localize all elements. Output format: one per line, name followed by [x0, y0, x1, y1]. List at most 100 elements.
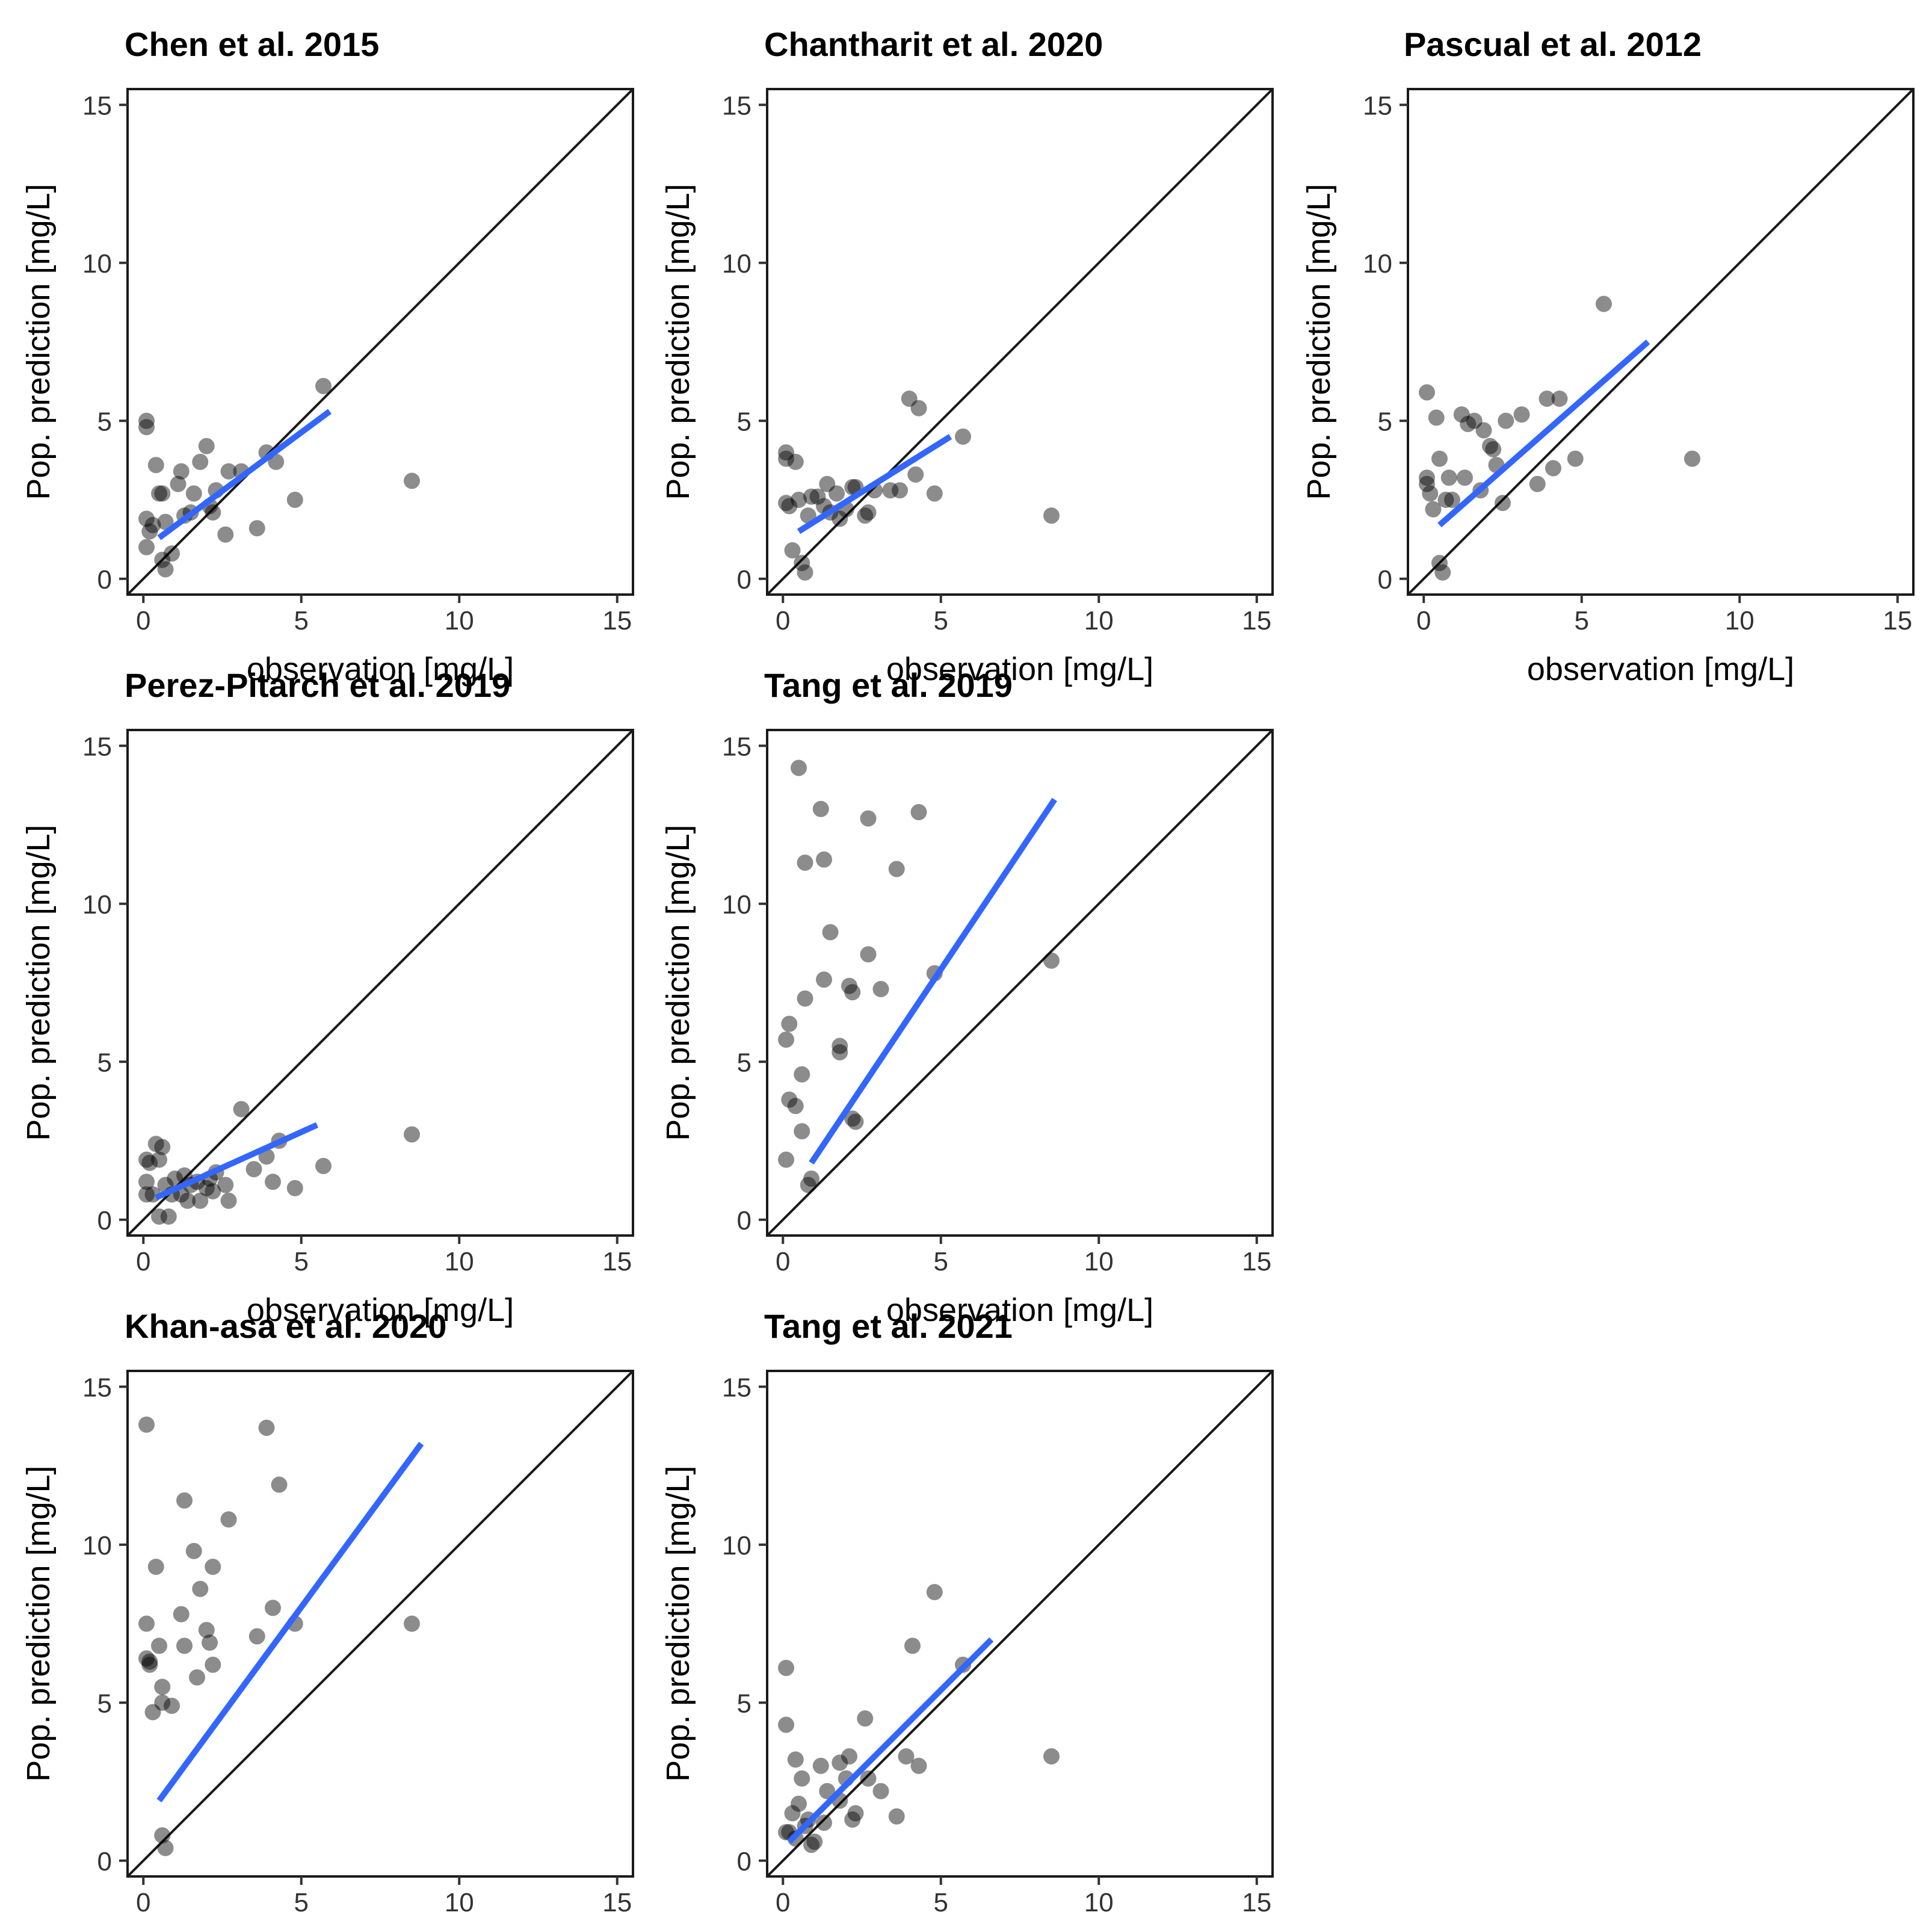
y-axis-label: Pop. prediction [mg/L] — [20, 824, 57, 1140]
x-tick-label: 5 — [294, 1888, 309, 1917]
data-point — [847, 1805, 864, 1822]
data-point — [1428, 409, 1445, 426]
panel-1: Chantharit et al. 2020 00 5 5 10 10 15 15 observ… — [660, 25, 1274, 687]
y-tick-label: 5 — [737, 1048, 752, 1077]
x-tick-label: 5 — [934, 1888, 948, 1917]
y-tick-label: 15 — [82, 1373, 112, 1402]
x-tick-label: 15 — [1883, 606, 1912, 636]
x-tick-label: 0 — [136, 1247, 150, 1276]
x-tick-label: 0 — [776, 1888, 790, 1917]
data-point — [791, 759, 807, 776]
x-axis-label: observation [mg/L] — [1527, 651, 1794, 687]
y-tick-label: 10 — [82, 249, 112, 279]
y-axis-label: Pop. prediction [mg/L] — [20, 184, 57, 500]
data-point — [778, 450, 794, 467]
data-point — [1419, 475, 1435, 492]
data-point — [787, 1098, 804, 1115]
data-point — [151, 1208, 167, 1225]
data-point — [860, 946, 877, 963]
data-point — [1422, 485, 1439, 502]
y-tick-label: 0 — [97, 1206, 112, 1236]
plot-content — [767, 89, 1273, 595]
plot-content — [767, 730, 1273, 1236]
data-point — [176, 1167, 193, 1184]
data-point — [860, 1770, 877, 1787]
x-tick-label: 10 — [1725, 606, 1755, 636]
x-tick-label: 0 — [776, 1247, 790, 1276]
data-point — [787, 1751, 804, 1768]
data-point — [205, 504, 221, 521]
data-point — [812, 1757, 829, 1774]
x-tick-label: 0 — [1416, 606, 1431, 636]
x-axis-label: observation [mg/L] — [886, 651, 1153, 687]
data-point — [910, 400, 927, 416]
x-tick-label: 15 — [1242, 606, 1271, 636]
y-tick-label: 15 — [722, 91, 752, 120]
data-point — [904, 1638, 921, 1654]
panel-2: Pascual et al. 2012 00 5 5 10 10 15 15 observati… — [1301, 25, 1915, 687]
data-point — [791, 1795, 807, 1812]
identity-line — [767, 1371, 1273, 1876]
y-tick-label: 0 — [1378, 565, 1392, 595]
fit-line — [797, 434, 952, 534]
data-point — [832, 1038, 848, 1054]
data-point — [192, 1192, 209, 1209]
data-point — [847, 1113, 864, 1130]
data-point — [1466, 412, 1483, 429]
y-tick-label: 5 — [97, 407, 112, 436]
x-tick-label: 5 — [934, 606, 948, 636]
panel-title: Pascual et al. 2012 — [1404, 25, 1702, 63]
plot-frame — [766, 88, 1274, 596]
data-point — [832, 1754, 848, 1771]
data-point — [138, 1174, 155, 1190]
y-tick-label: 15 — [722, 1373, 752, 1402]
data-point — [138, 539, 155, 555]
data-point — [217, 526, 234, 543]
x-tick-label: 10 — [445, 1888, 474, 1917]
data-point — [220, 1192, 237, 1209]
x-axis-label: observation [mg/L] — [886, 1292, 1153, 1328]
plot-content — [128, 89, 633, 595]
data-point — [189, 1669, 205, 1686]
panel-4: Tang et al. 2019 00 5 5 10 10 15 15 observation … — [660, 666, 1274, 1328]
data-point — [860, 810, 877, 827]
data-point — [151, 1151, 167, 1168]
data-point — [138, 1650, 155, 1667]
x-tick-label: 10 — [1084, 606, 1114, 636]
plot-frame — [126, 729, 634, 1237]
data-point — [819, 475, 836, 492]
panel-title: Chantharit et al. 2020 — [764, 25, 1103, 63]
data-point — [1419, 384, 1435, 401]
panel-3: Perez-Pitarch et al. 2019 00 5 5 10 10 15 15 obs… — [20, 666, 634, 1328]
data-point — [170, 475, 187, 492]
data-point — [198, 1180, 215, 1196]
x-tick-label: 15 — [1242, 1247, 1271, 1276]
fit-line — [157, 409, 332, 540]
data-point — [147, 1559, 164, 1575]
data-point — [844, 1110, 861, 1127]
data-point — [794, 1066, 810, 1083]
data-point — [784, 1805, 801, 1822]
data-point — [1513, 406, 1530, 423]
x-axis-label: observation [mg/L] — [247, 1292, 514, 1328]
data-point — [910, 804, 927, 820]
data-point — [138, 1416, 155, 1433]
data-point — [151, 485, 167, 502]
plot-content — [767, 1371, 1273, 1876]
data-point — [800, 1177, 816, 1193]
data-point — [812, 800, 829, 817]
data-point — [248, 520, 265, 537]
data-point — [829, 485, 845, 502]
x-tick-label: 15 — [602, 1247, 632, 1276]
identity-line — [767, 730, 1273, 1236]
data-point — [173, 1606, 190, 1622]
fit-line — [155, 1122, 319, 1201]
data-point — [797, 855, 813, 871]
data-point — [205, 1656, 221, 1673]
data-point — [404, 1126, 420, 1143]
identity-line — [128, 1371, 633, 1876]
data-point — [138, 510, 155, 527]
x-tick-label: 0 — [136, 1888, 150, 1917]
x-tick-label: 5 — [294, 606, 309, 636]
plot-frame — [766, 1370, 1274, 1878]
